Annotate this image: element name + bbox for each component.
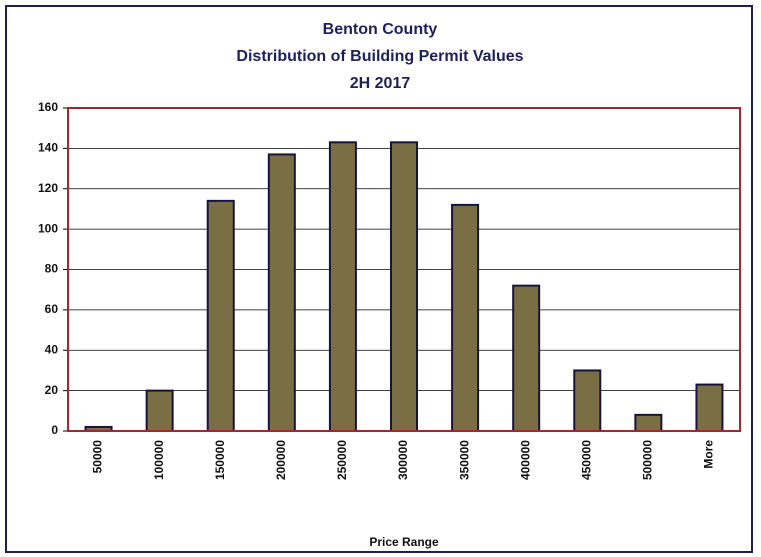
x-tick-label: 500000 (641, 440, 655, 480)
bar (451, 203, 480, 432)
bar (634, 413, 663, 433)
bar (573, 369, 602, 432)
y-tick-label: 40 (45, 342, 59, 356)
x-axis-label: Price Range (369, 535, 439, 549)
bar (145, 389, 174, 432)
bar (328, 141, 357, 432)
chart-title: 2H 2017 (350, 75, 411, 92)
x-tick-label: 400000 (518, 440, 532, 480)
x-tick-label: 250000 (335, 440, 349, 480)
bar (695, 383, 724, 433)
chart-border (5, 5, 753, 553)
bar (512, 284, 541, 432)
chart-title: Benton County (323, 21, 438, 38)
x-tick-label: 200000 (274, 440, 288, 480)
x-tick-label: 300000 (396, 440, 410, 480)
y-tick-label: 80 (45, 262, 59, 276)
x-tick-label: 350000 (457, 440, 471, 480)
x-tick-label: 450000 (579, 440, 593, 480)
plot-border (67, 107, 741, 432)
bar (206, 199, 235, 432)
bar (390, 141, 418, 432)
y-tick-label: 160 (38, 100, 58, 114)
y-tick-label: 0 (51, 423, 58, 437)
bar (267, 153, 296, 432)
x-tick-label: 100000 (152, 440, 166, 480)
y-tick-label: 140 (38, 141, 58, 155)
y-tick-label: 120 (38, 181, 58, 195)
y-tick-label: 20 (45, 383, 59, 397)
x-tick-label: 150000 (213, 440, 227, 480)
x-tick-label: More (702, 440, 716, 469)
x-tick-label: 50000 (91, 440, 105, 474)
y-tick-label: 100 (38, 221, 58, 235)
chart-title: Distribution of Building Permit Values (236, 48, 523, 65)
y-tick-label: 60 (45, 302, 59, 316)
